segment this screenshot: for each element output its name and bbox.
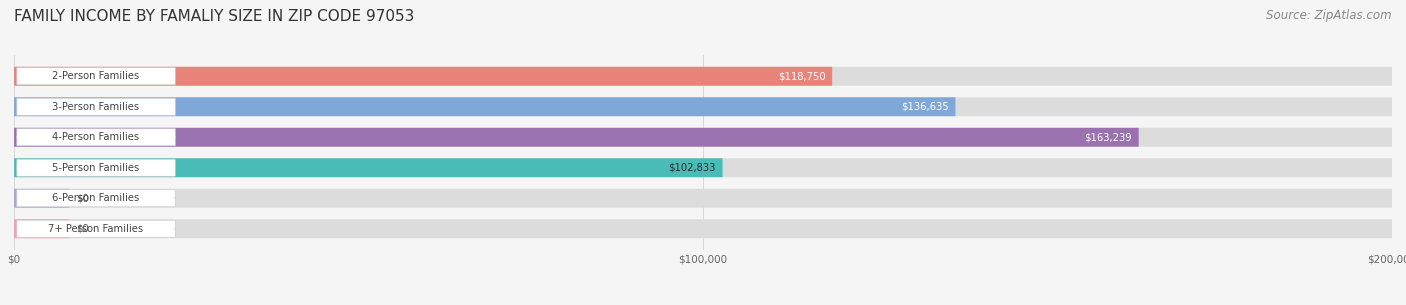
Text: $136,635: $136,635	[901, 102, 949, 112]
Text: $0: $0	[76, 224, 89, 234]
Text: $102,833: $102,833	[668, 163, 716, 173]
Text: 7+ Person Families: 7+ Person Families	[48, 224, 143, 234]
FancyBboxPatch shape	[14, 158, 723, 177]
Text: $0: $0	[76, 193, 89, 203]
Text: $118,750: $118,750	[778, 71, 825, 81]
FancyBboxPatch shape	[14, 128, 1139, 147]
Text: 5-Person Families: 5-Person Families	[52, 163, 139, 173]
FancyBboxPatch shape	[14, 97, 956, 116]
FancyBboxPatch shape	[14, 219, 69, 238]
FancyBboxPatch shape	[14, 189, 69, 208]
FancyBboxPatch shape	[17, 159, 176, 176]
FancyBboxPatch shape	[17, 129, 176, 146]
FancyBboxPatch shape	[17, 98, 176, 115]
Text: 6-Person Families: 6-Person Families	[52, 193, 139, 203]
FancyBboxPatch shape	[17, 190, 176, 207]
FancyBboxPatch shape	[14, 128, 1392, 147]
Text: 4-Person Families: 4-Person Families	[52, 132, 139, 142]
FancyBboxPatch shape	[14, 97, 1392, 116]
FancyBboxPatch shape	[17, 220, 176, 237]
Text: 2-Person Families: 2-Person Families	[52, 71, 139, 81]
Text: $163,239: $163,239	[1084, 132, 1132, 142]
FancyBboxPatch shape	[14, 67, 832, 86]
FancyBboxPatch shape	[14, 158, 1392, 177]
Text: 3-Person Families: 3-Person Families	[52, 102, 139, 112]
FancyBboxPatch shape	[17, 68, 176, 85]
FancyBboxPatch shape	[14, 189, 1392, 208]
Text: Source: ZipAtlas.com: Source: ZipAtlas.com	[1267, 9, 1392, 22]
FancyBboxPatch shape	[14, 219, 1392, 238]
Text: FAMILY INCOME BY FAMALIY SIZE IN ZIP CODE 97053: FAMILY INCOME BY FAMALIY SIZE IN ZIP COD…	[14, 9, 415, 24]
FancyBboxPatch shape	[14, 67, 1392, 86]
